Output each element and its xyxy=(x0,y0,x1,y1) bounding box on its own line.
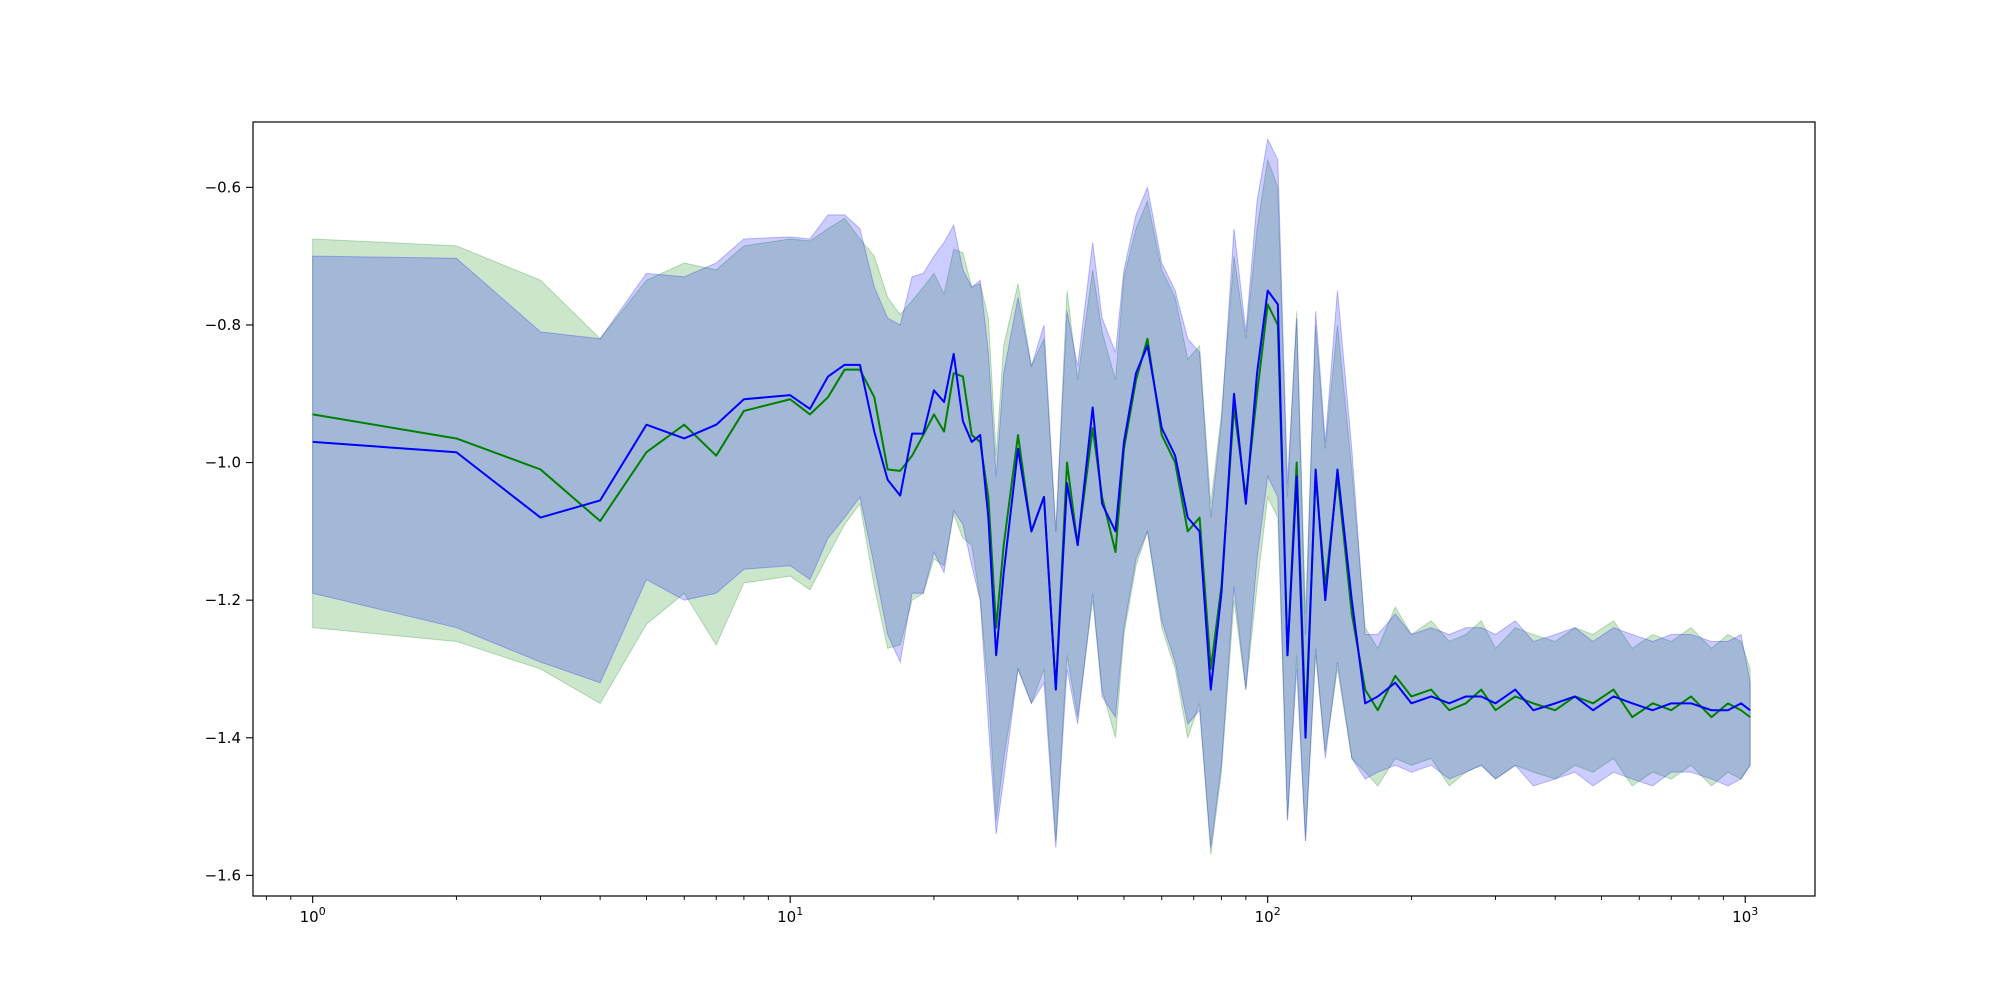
x-tick-exponent: 1 xyxy=(796,905,803,918)
x-tick-label: 103 xyxy=(1732,905,1758,926)
y-tick-label: −1.0 xyxy=(205,454,241,472)
confidence-bands xyxy=(312,137,1751,855)
series-2-line xyxy=(312,289,1751,739)
series-lines xyxy=(312,289,1751,739)
x-tick-exponent: 2 xyxy=(1274,905,1281,918)
x-tick-exponent: 0 xyxy=(319,905,326,918)
y-tick-label: −0.8 xyxy=(205,316,241,334)
x-tick-label: 101 xyxy=(777,905,803,926)
y-tick-label: −1.6 xyxy=(205,866,241,884)
series-1-band xyxy=(312,157,1751,855)
series-2-band xyxy=(312,137,1751,848)
x-tick-label: 102 xyxy=(1255,905,1281,926)
plot-frame xyxy=(252,121,1816,897)
y-tick-label: −1.4 xyxy=(205,729,241,747)
x-tick-exponent: 3 xyxy=(1751,905,1758,918)
series-1-line xyxy=(312,303,1751,725)
x-axis: 100 101 102 103 xyxy=(265,896,1758,926)
x-tick-label: 100 xyxy=(300,905,326,926)
y-tick-label: −1.2 xyxy=(205,591,241,609)
y-axis: −0.6 −0.8 −1.0 −1.2 −1.4 −1.6 xyxy=(205,178,253,884)
y-tick-label: −0.6 xyxy=(205,178,241,196)
